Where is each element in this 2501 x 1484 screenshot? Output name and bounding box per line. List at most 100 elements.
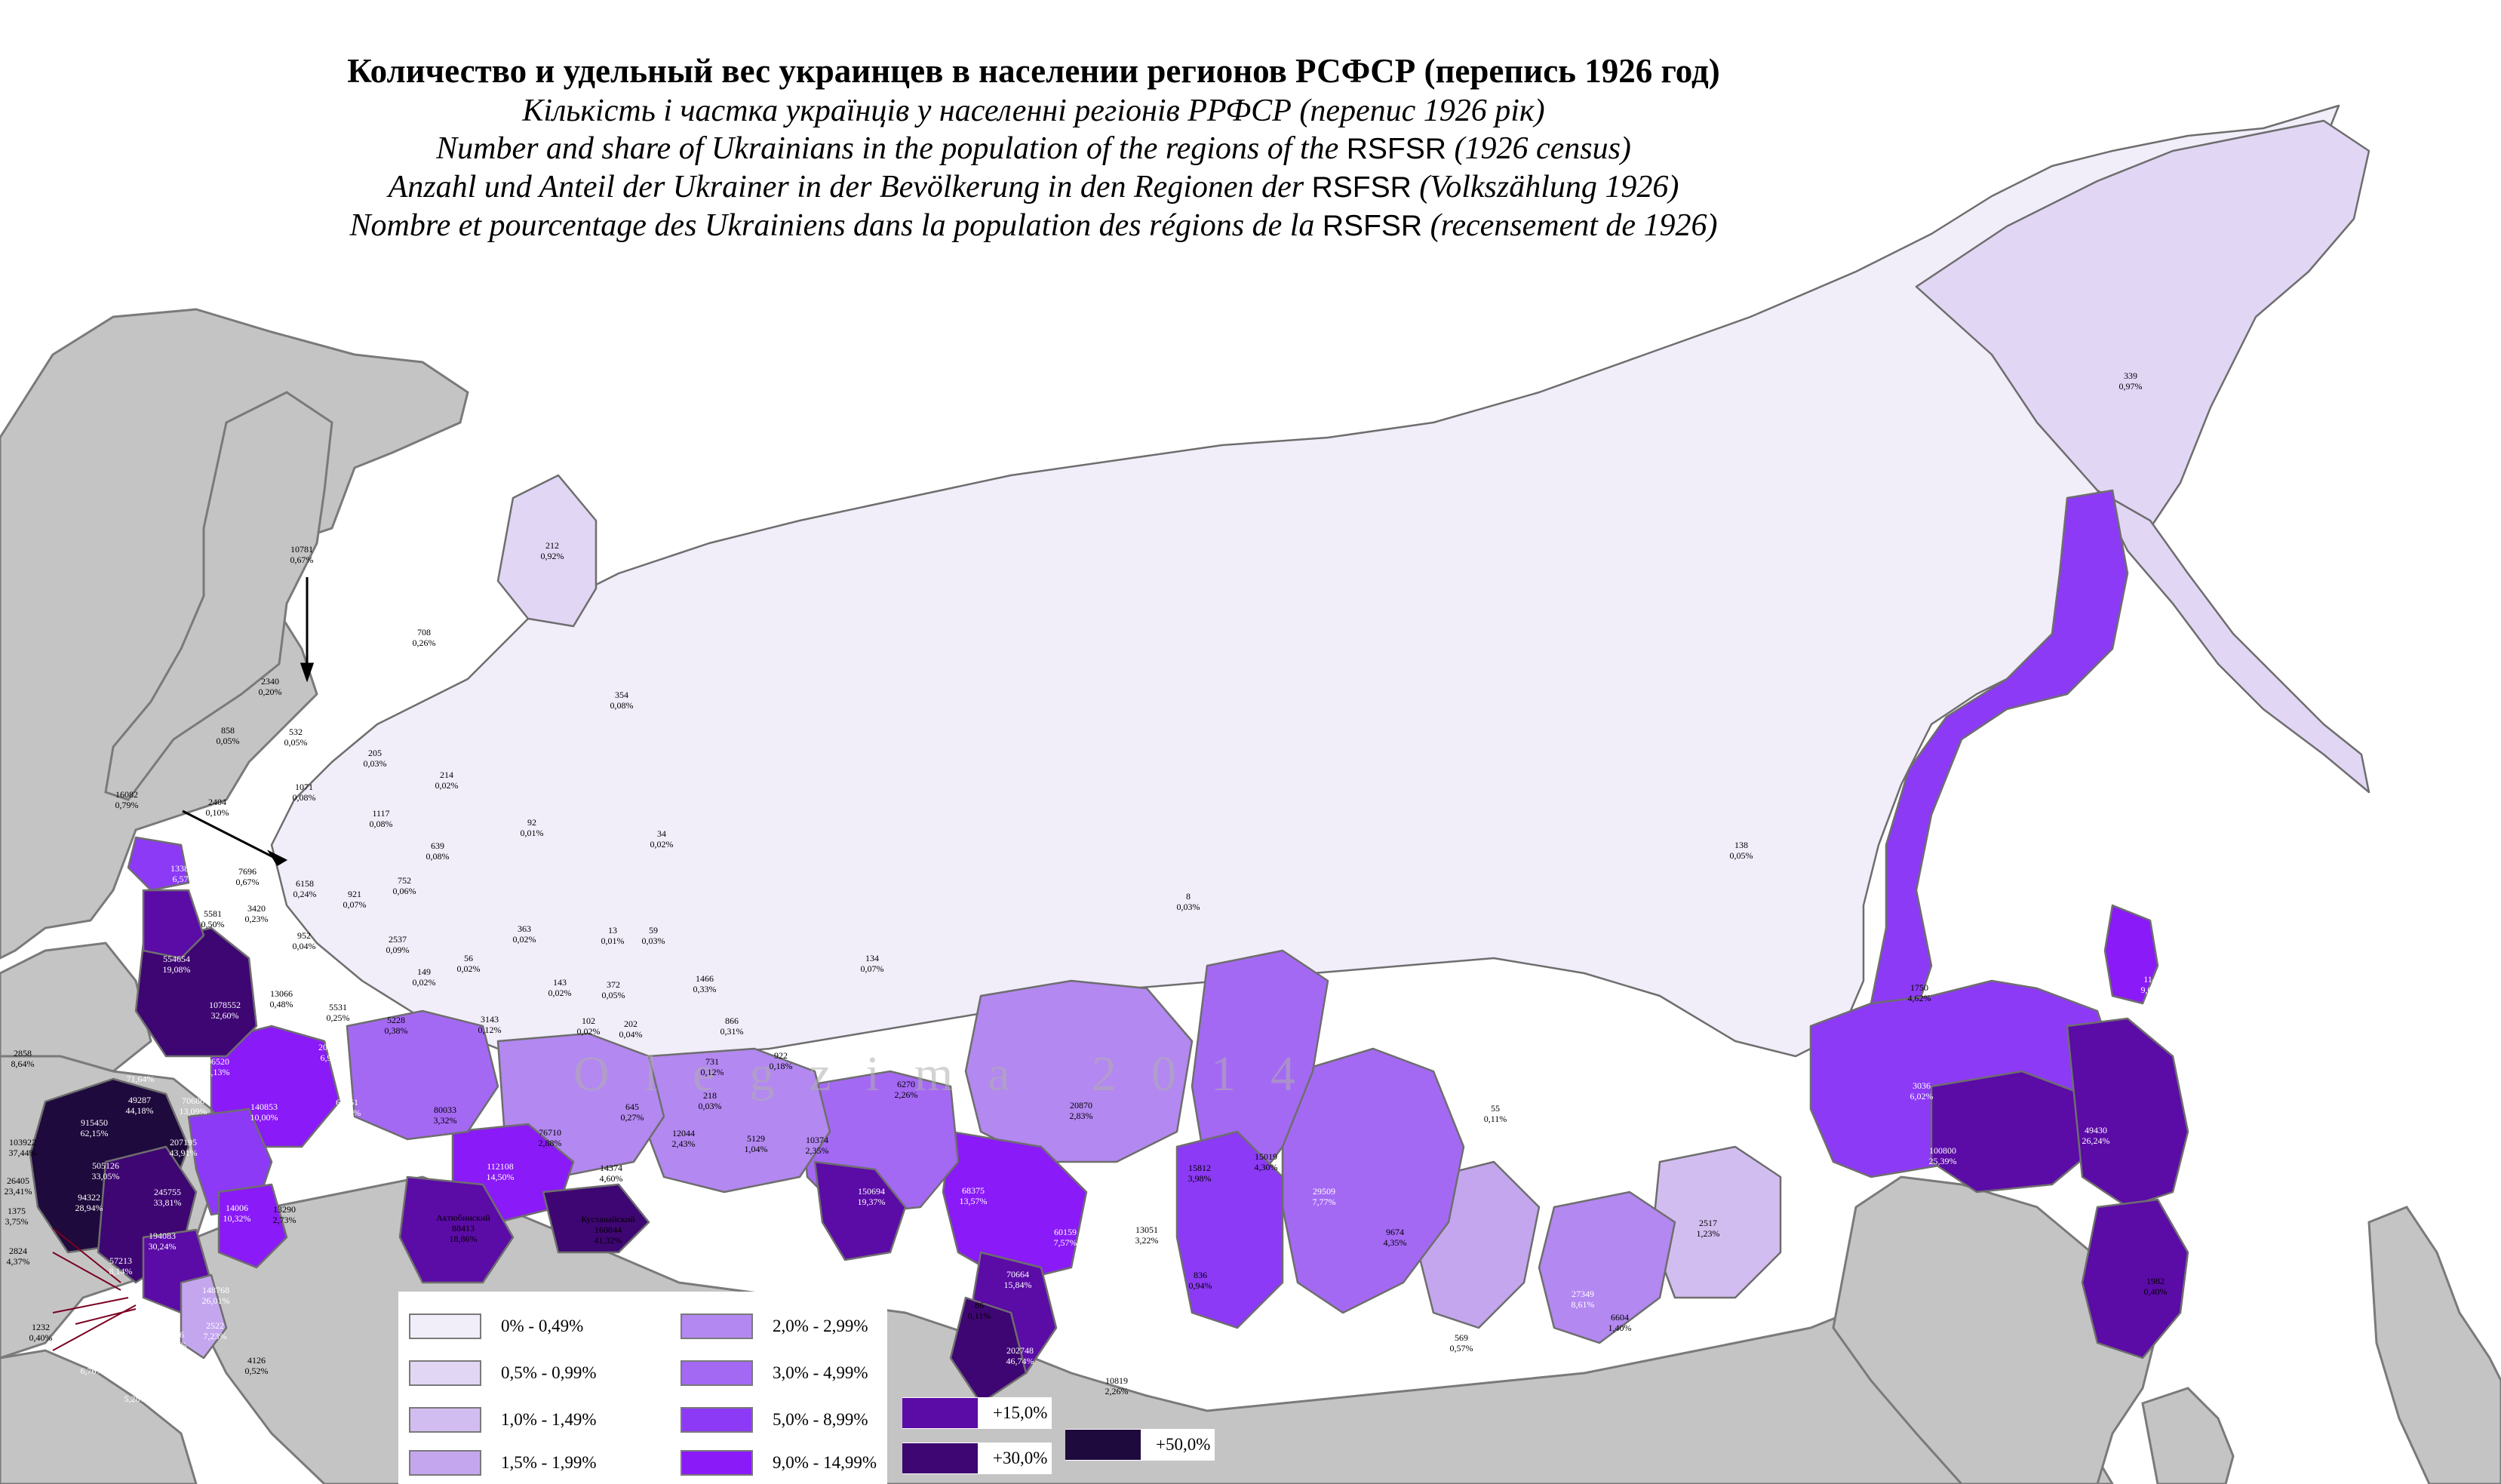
region-share: 88413: [452, 1223, 475, 1234]
region-share: 13,57%: [959, 1196, 988, 1206]
legend: 0% - 0,49% 0,5% - 0,99% 1,0% - 1,49% 1,5…: [398, 1292, 887, 1484]
region-kola: [496, 474, 598, 628]
region-label: 102 0,02%: [577, 1015, 601, 1037]
region-label: 1982 0,40%: [2144, 1276, 2168, 1297]
region-count: 68375: [962, 1185, 985, 1196]
region-count: 148768: [202, 1285, 229, 1295]
region-share: 0,67%: [290, 555, 314, 565]
region-share: 0,79%: [115, 800, 139, 810]
region-share: 0,92%: [540, 551, 564, 561]
region-share: 0,05%: [601, 990, 625, 1000]
region-label: 70686 13,09%: [180, 1095, 207, 1117]
region-share: 4,35%: [1383, 1237, 1407, 1248]
region-share: 0,67%: [235, 877, 260, 887]
region-petropavlovsk: [813, 1160, 907, 1261]
region-label: 212 0,92%: [541, 540, 564, 561]
region-label: 9674 4,35%: [1384, 1227, 1407, 1248]
region-label: 103922 37,44%: [9, 1137, 37, 1158]
region-count: 205: [368, 748, 382, 758]
region-count: 16082: [115, 789, 138, 800]
region-label: 140853 10,00%: [250, 1101, 278, 1123]
region-share: 0,02%: [412, 977, 436, 988]
region-share: 0,01%: [601, 936, 625, 946]
region-count: 372: [607, 979, 620, 990]
region-count: 554654: [163, 954, 190, 964]
region-share: 0,11%: [967, 1310, 991, 1321]
region-label: 3981 5,28%: [124, 1383, 148, 1404]
region-label: 76710 2,88%: [539, 1127, 562, 1148]
region-share: 15,46%: [1079, 1329, 1108, 1340]
region-count: 70664: [1006, 1269, 1029, 1280]
caucasus-south-shape: [0, 1349, 198, 1484]
region-share: 10,00%: [250, 1112, 278, 1123]
region-count: 354: [615, 690, 628, 700]
legend-item-2: 1,0% - 1,49%: [409, 1405, 596, 1435]
region-share: 2,26%: [894, 1089, 918, 1100]
region-okhotsk-coast: [1870, 489, 2129, 1012]
region-count: 10819: [1105, 1375, 1128, 1386]
region-label: 6604 1,40%: [1608, 1312, 1632, 1333]
region-label: 1232 0,40%: [29, 1322, 53, 1343]
region-semipalatinsk: [949, 1296, 1028, 1405]
region-count: 1071: [295, 782, 313, 792]
region-middle-volga: [346, 1009, 499, 1141]
region-count: 149: [417, 966, 431, 977]
region-label: 245755 33,81%: [154, 1187, 182, 1208]
legend-swatch: [1065, 1430, 1141, 1460]
region-count: 143: [553, 977, 567, 988]
region-share: 0,24%: [293, 889, 317, 899]
region-label: 2858 8,64%: [11, 1048, 35, 1069]
region-amur-south: [1930, 1070, 2099, 1194]
region-label: 731 0,12%: [701, 1056, 724, 1077]
region-count: 952: [297, 930, 311, 941]
region-share: 1,04%: [744, 1144, 768, 1154]
region-label: 2522 7,23%: [204, 1320, 227, 1341]
region-count: 13066: [270, 988, 293, 999]
region-label: 49287 44,18%: [126, 1095, 154, 1116]
region-count: 13051: [1135, 1224, 1158, 1235]
region-label: 148768 26,01%: [202, 1285, 230, 1306]
region-share: 4,60%: [599, 1173, 623, 1184]
region-count: 731: [705, 1056, 719, 1067]
region-label: 1145 9,66%: [2141, 974, 2165, 995]
region-count: 64758: [1082, 1319, 1105, 1329]
region-share: 0,12%: [700, 1067, 724, 1077]
caucasus-leader-lines: [52, 1227, 137, 1351]
region-share: 0,02%: [435, 780, 459, 791]
region-share: 6,76%: [80, 1366, 104, 1376]
region-count: 866: [725, 1015, 739, 1026]
region-count: 915450: [81, 1117, 108, 1128]
region-count: 5581: [204, 908, 222, 919]
region-share: 71,64%: [126, 1074, 155, 1084]
region-label: 858 0,05%: [217, 725, 240, 746]
region-label: 3036 6,02%: [1910, 1080, 1934, 1101]
region-altai: [1175, 1130, 1284, 1329]
region-share: 0,02%: [576, 1026, 601, 1037]
region-share: 0,38%: [384, 1025, 408, 1036]
region-share: 19,08%: [162, 964, 191, 975]
region-count: 3036: [1913, 1080, 1931, 1091]
region-label: 194083 30,24%: [149, 1231, 177, 1252]
region-count: 92: [527, 817, 536, 828]
region-share: 0,05%: [1729, 850, 1753, 861]
region-label: 5581 0,50%: [201, 908, 225, 929]
region-share: 2,83%: [1069, 1111, 1093, 1121]
region-share: 55,13%: [201, 1067, 230, 1077]
region-share: 0,08%: [426, 851, 450, 862]
region-count: 14006: [226, 1203, 248, 1213]
region-share: 4,37%: [6, 1256, 30, 1267]
region-label: 68561 11,99%: [333, 1097, 361, 1118]
region-count: 6158: [296, 878, 314, 889]
region-share: 11,99%: [333, 1108, 361, 1118]
region-label: 339 0,97%: [2119, 370, 2143, 392]
region-share: 0,27%: [620, 1112, 644, 1123]
region-count: 245755: [154, 1187, 181, 1197]
region-count: 13: [608, 925, 617, 936]
watermark: Olegzima 2014: [573, 1046, 1331, 1101]
region-label: 207195 43,91%: [170, 1137, 198, 1158]
title-french: Nombre et pourcentage des Ukrainiens dan…: [349, 208, 1718, 243]
region-label: 10781 0,67%: [290, 544, 314, 565]
region-count: 38675: [1069, 1278, 1092, 1289]
region-label: 100800 25,39%: [1929, 1145, 1957, 1166]
region-count: 100800: [1929, 1145, 1956, 1156]
